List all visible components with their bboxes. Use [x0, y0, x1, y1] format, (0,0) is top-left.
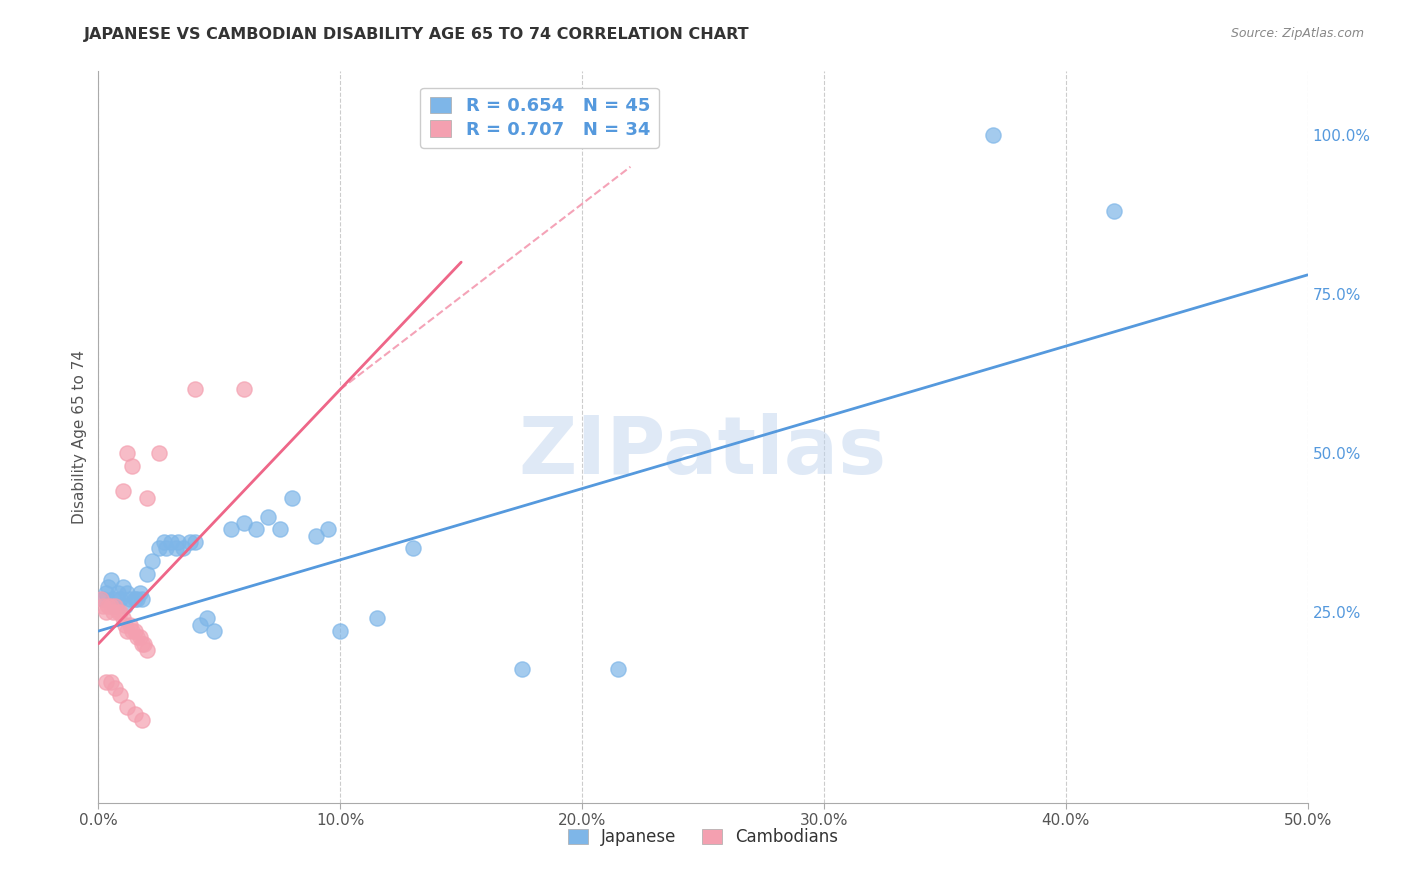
Point	[134, 637, 156, 651]
Point	[160, 535, 183, 549]
Point	[97, 599, 120, 613]
Point	[316, 522, 339, 536]
Point	[165, 541, 187, 556]
Point	[117, 624, 139, 638]
Point	[100, 599, 122, 613]
Y-axis label: Disability Age 65 to 74: Disability Age 65 to 74	[72, 350, 87, 524]
Point	[104, 599, 127, 613]
Point	[104, 681, 127, 696]
Legend: Japanese, Cambodians: Japanese, Cambodians	[561, 822, 845, 853]
Point	[1102, 204, 1125, 219]
Point	[124, 624, 146, 638]
Point	[108, 592, 131, 607]
Point	[117, 700, 139, 714]
Point	[172, 541, 194, 556]
Point	[104, 599, 127, 613]
Point	[510, 662, 533, 676]
Point	[232, 516, 254, 530]
Point	[155, 541, 177, 556]
Point	[135, 643, 157, 657]
Point	[114, 599, 136, 613]
Point	[128, 586, 150, 600]
Point	[245, 522, 267, 536]
Point	[101, 605, 124, 619]
Point	[269, 522, 291, 536]
Point	[402, 541, 425, 556]
Point	[127, 592, 149, 607]
Point	[121, 624, 143, 638]
Point	[118, 592, 141, 607]
Point	[117, 446, 139, 460]
Point	[256, 509, 278, 524]
Point	[127, 631, 149, 645]
Point	[91, 599, 114, 613]
Point	[94, 675, 117, 690]
Point	[111, 484, 134, 499]
Point	[107, 605, 129, 619]
Point	[329, 624, 352, 638]
Point	[90, 592, 112, 607]
Point	[97, 580, 120, 594]
Point	[221, 522, 243, 536]
Point	[131, 592, 153, 607]
Point	[100, 573, 122, 587]
Point	[232, 383, 254, 397]
Point	[100, 675, 122, 690]
Point	[124, 706, 146, 721]
Point	[94, 586, 117, 600]
Text: ZIPatlas: ZIPatlas	[519, 413, 887, 491]
Point	[152, 535, 174, 549]
Point	[981, 128, 1004, 142]
Point	[607, 662, 630, 676]
Point	[94, 605, 117, 619]
Point	[91, 592, 114, 607]
Point	[167, 535, 190, 549]
Point	[135, 491, 157, 505]
Point	[121, 458, 143, 473]
Point	[195, 611, 218, 625]
Point	[101, 592, 124, 607]
Point	[281, 491, 304, 505]
Point	[188, 617, 211, 632]
Point	[111, 611, 134, 625]
Point	[108, 688, 131, 702]
Point	[131, 637, 153, 651]
Point	[148, 541, 170, 556]
Point	[111, 580, 134, 594]
Point	[204, 624, 226, 638]
Point	[148, 446, 170, 460]
Point	[117, 586, 139, 600]
Point	[118, 617, 141, 632]
Point	[108, 605, 131, 619]
Point	[128, 631, 150, 645]
Point	[366, 611, 388, 625]
Point	[179, 535, 201, 549]
Point	[114, 617, 136, 632]
Point	[184, 383, 207, 397]
Point	[124, 592, 146, 607]
Point	[184, 535, 207, 549]
Point	[107, 586, 129, 600]
Point	[305, 529, 328, 543]
Point	[141, 554, 163, 568]
Text: Source: ZipAtlas.com: Source: ZipAtlas.com	[1230, 27, 1364, 40]
Point	[135, 566, 157, 581]
Point	[131, 713, 153, 727]
Text: JAPANESE VS CAMBODIAN DISABILITY AGE 65 TO 74 CORRELATION CHART: JAPANESE VS CAMBODIAN DISABILITY AGE 65 …	[84, 27, 749, 42]
